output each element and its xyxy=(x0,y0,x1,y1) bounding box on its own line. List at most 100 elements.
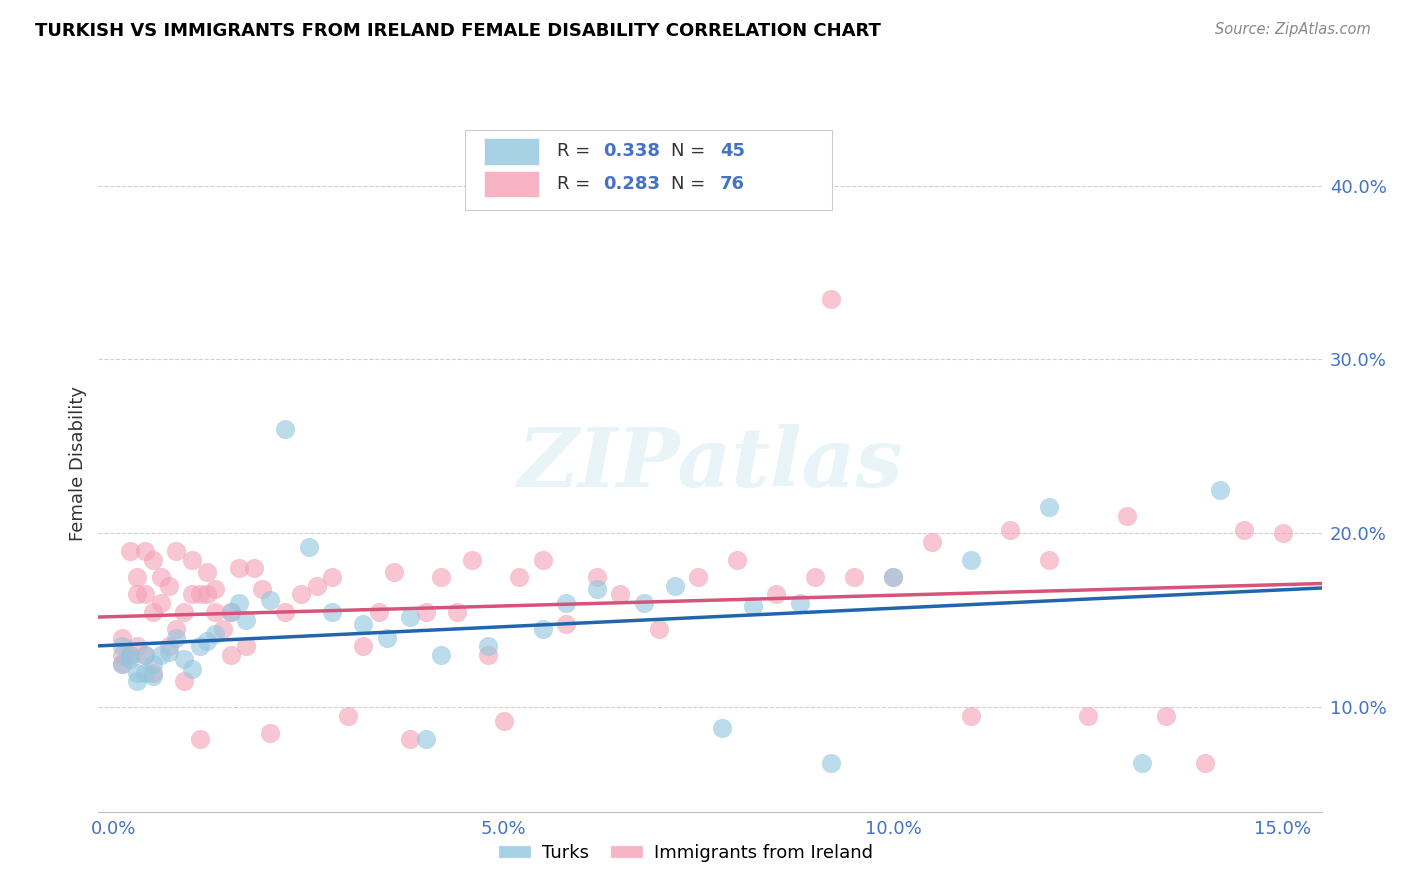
Point xyxy=(336,709,359,723)
Point xyxy=(477,648,499,662)
Text: 45: 45 xyxy=(720,143,745,161)
Point xyxy=(1077,709,1099,723)
Point xyxy=(998,523,1021,537)
Point xyxy=(352,640,374,654)
Text: 0.338: 0.338 xyxy=(603,143,661,161)
Point xyxy=(274,605,297,619)
Point xyxy=(1038,552,1060,566)
Point xyxy=(212,622,235,636)
Point xyxy=(228,561,250,575)
Point xyxy=(149,596,172,610)
Point xyxy=(173,651,195,665)
Point xyxy=(446,605,468,619)
Point xyxy=(765,587,787,601)
Point xyxy=(882,570,904,584)
Point xyxy=(399,610,422,624)
Point xyxy=(1194,756,1216,770)
Point xyxy=(142,605,165,619)
Text: TURKISH VS IMMIGRANTS FROM IRELAND FEMALE DISABILITY CORRELATION CHART: TURKISH VS IMMIGRANTS FROM IRELAND FEMAL… xyxy=(35,22,882,40)
Point xyxy=(274,422,297,436)
Point xyxy=(118,648,141,662)
Point xyxy=(415,605,437,619)
Point xyxy=(228,596,250,610)
Point xyxy=(111,657,134,671)
FancyBboxPatch shape xyxy=(484,171,538,197)
Point xyxy=(508,570,530,584)
Point xyxy=(127,570,149,584)
Point xyxy=(430,570,453,584)
Point xyxy=(134,648,156,662)
Point xyxy=(1209,483,1232,497)
Point xyxy=(305,578,328,592)
Point xyxy=(586,582,609,596)
Point xyxy=(111,640,134,654)
Point xyxy=(648,622,671,636)
Y-axis label: Female Disability: Female Disability xyxy=(69,386,87,541)
Point xyxy=(204,605,226,619)
Point xyxy=(531,552,554,566)
Point xyxy=(352,616,374,631)
Point xyxy=(142,657,165,671)
Point xyxy=(586,570,609,584)
Text: 76: 76 xyxy=(720,175,745,194)
Point xyxy=(180,552,202,566)
Point xyxy=(134,648,156,662)
Point xyxy=(1154,709,1177,723)
Point xyxy=(165,543,187,558)
Point xyxy=(235,614,257,628)
Point xyxy=(204,582,226,596)
Point xyxy=(664,578,686,592)
Point xyxy=(173,674,195,689)
Point xyxy=(461,552,484,566)
Point xyxy=(219,605,242,619)
Point xyxy=(188,731,211,746)
Point xyxy=(165,631,187,645)
FancyBboxPatch shape xyxy=(484,138,538,165)
Text: R =: R = xyxy=(557,175,596,194)
Point xyxy=(188,640,211,654)
Point xyxy=(142,665,165,680)
Point xyxy=(688,570,710,584)
Point xyxy=(259,592,281,607)
Point xyxy=(235,640,257,654)
Point xyxy=(197,587,219,601)
Point xyxy=(415,731,437,746)
Point xyxy=(384,565,406,579)
Point xyxy=(180,662,202,676)
FancyBboxPatch shape xyxy=(465,130,832,210)
Point xyxy=(531,622,554,636)
Point xyxy=(165,622,187,636)
Point xyxy=(250,582,273,596)
Point xyxy=(180,587,202,601)
Point xyxy=(804,570,827,584)
Point xyxy=(554,616,576,631)
Point xyxy=(844,570,866,584)
Point xyxy=(1038,500,1060,515)
Point xyxy=(197,634,219,648)
Point xyxy=(554,596,576,610)
Text: 0.283: 0.283 xyxy=(603,175,661,194)
Point xyxy=(142,669,165,683)
Point xyxy=(290,587,312,601)
Point xyxy=(1115,508,1137,523)
Point xyxy=(127,640,149,654)
Point xyxy=(321,570,343,584)
Point xyxy=(259,726,281,740)
Point xyxy=(127,587,149,601)
Point xyxy=(243,561,266,575)
Point xyxy=(1271,526,1294,541)
Point xyxy=(321,605,343,619)
Point xyxy=(725,552,748,566)
Point xyxy=(477,640,499,654)
Point xyxy=(960,709,983,723)
Point xyxy=(204,627,226,641)
Point xyxy=(492,714,515,729)
Point xyxy=(118,543,141,558)
Point xyxy=(118,651,141,665)
Point xyxy=(609,587,631,601)
Point xyxy=(367,605,389,619)
Point xyxy=(430,648,453,662)
Legend: Turks, Immigrants from Ireland: Turks, Immigrants from Ireland xyxy=(491,837,880,869)
Point xyxy=(789,596,811,610)
Point xyxy=(820,292,842,306)
